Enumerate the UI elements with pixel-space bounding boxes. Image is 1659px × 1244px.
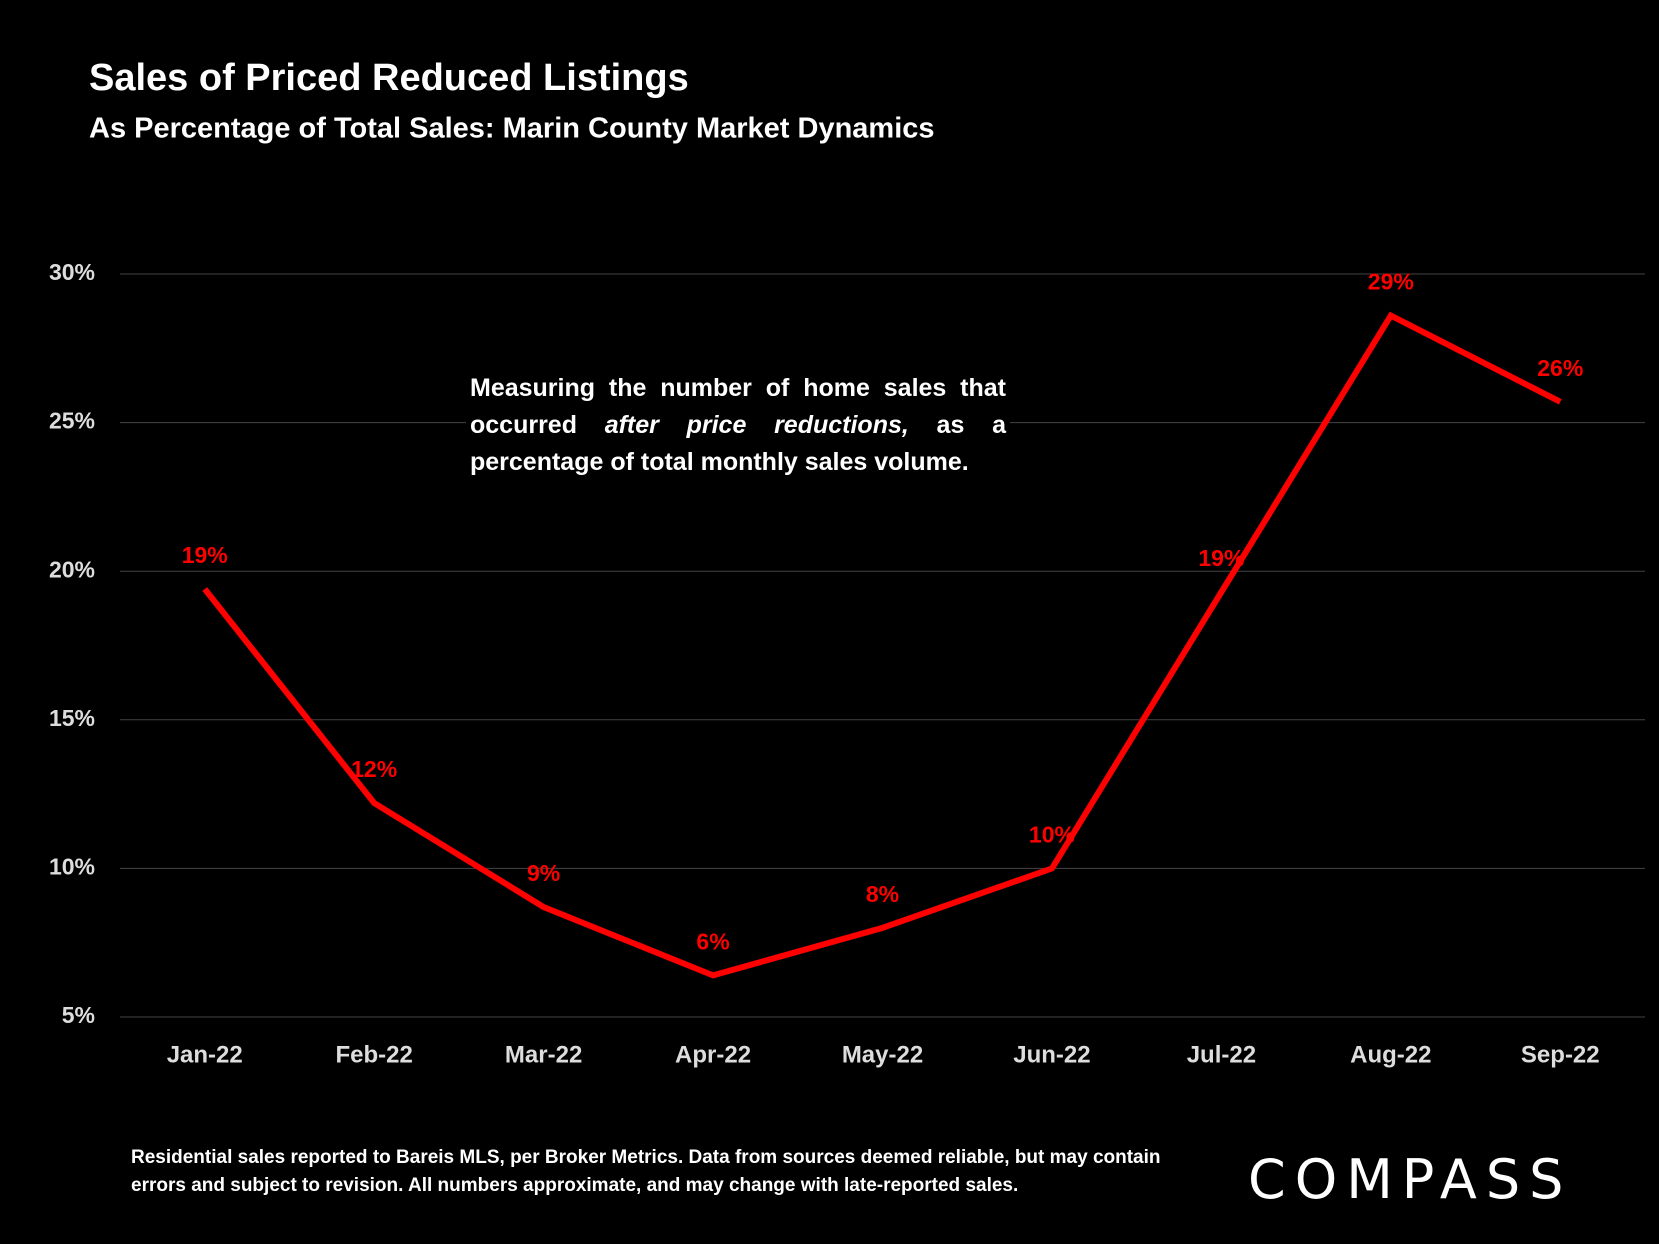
x-tick-label: Sep-22	[1521, 1041, 1600, 1068]
y-tick-label: 10%	[49, 853, 95, 879]
y-tick-label: 20%	[49, 556, 95, 582]
x-tick-label: Apr-22	[675, 1041, 751, 1068]
x-tick-label: May-22	[842, 1041, 923, 1068]
y-tick-label: 5%	[62, 1002, 95, 1028]
data-label: 29%	[1368, 269, 1414, 295]
footnote: Residential sales reported to Bareis MLS…	[131, 1147, 1161, 1196]
data-label: 8%	[866, 881, 899, 907]
data-label: 6%	[696, 928, 729, 954]
data-label: 12%	[351, 756, 397, 782]
chart-title: Sales of Priced Reduced Listings	[89, 57, 689, 99]
y-tick-label: 25%	[49, 408, 95, 434]
x-tick-label: Jul-22	[1187, 1041, 1256, 1068]
line	[202, 311, 1562, 979]
x-tick-label: Jan-22	[167, 1041, 243, 1068]
x-tick-label: Mar-22	[505, 1041, 582, 1068]
y-tick-label: 30%	[49, 259, 95, 285]
x-tick-label: Feb-22	[335, 1041, 412, 1068]
chart-subtitle: As Percentage of Total Sales: Marin Coun…	[89, 113, 935, 145]
data-label: 19%	[1198, 545, 1244, 571]
data-label: 9%	[527, 860, 560, 886]
x-tick-label: Aug-22	[1350, 1041, 1431, 1068]
annotation-text: Measuring the number of home sales that …	[470, 374, 1006, 439]
data-label: 19%	[182, 542, 228, 568]
annotation-text: as a percentage of total monthly sales v…	[470, 411, 1006, 476]
logo: COMPASS	[1248, 1148, 1573, 1211]
annotation-emphasis: after price reductions,	[604, 411, 909, 439]
data-label: 26%	[1537, 355, 1583, 381]
x-tick-label: Jun-22	[1013, 1041, 1090, 1068]
annotation: Measuring the number of home sales that …	[466, 370, 1010, 481]
data-label: 10%	[1029, 821, 1075, 847]
y-tick-label: 15%	[49, 705, 95, 731]
